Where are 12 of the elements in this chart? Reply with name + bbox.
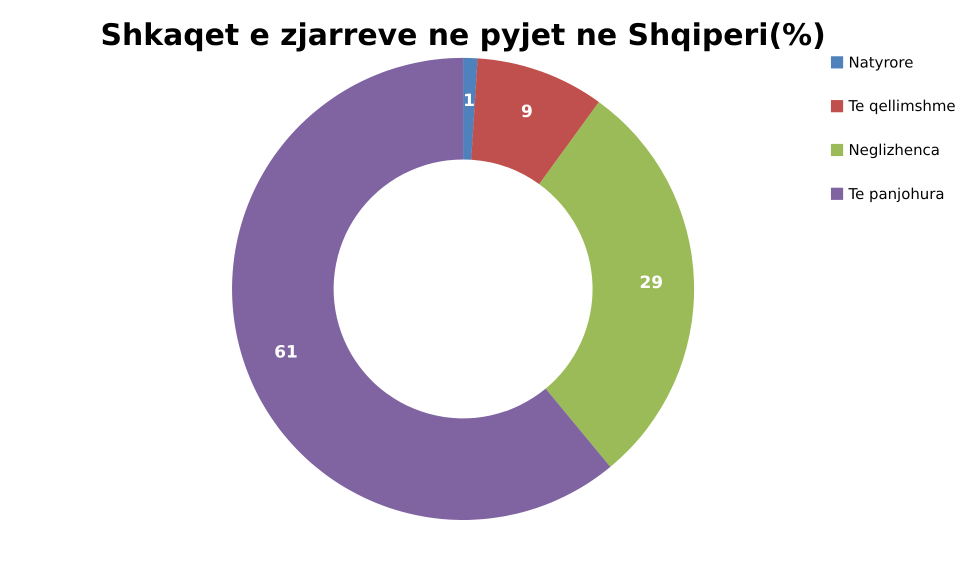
donut-slice (463, 58, 478, 160)
chart-title: Shkaqet e zjarreve ne pyjet ne Shqiperi(%) (100, 18, 826, 53)
legend-label: Te panjohura (847, 184, 945, 203)
data-label: 1 (463, 90, 475, 110)
legend-label: Neglizhenca (848, 140, 940, 159)
donut-slice (539, 102, 694, 467)
data-label: 9 (520, 100, 533, 121)
legend-label: Te qellimshme (847, 97, 956, 116)
data-label: 61 (274, 342, 298, 362)
legend-label: Natyrore (848, 53, 914, 72)
donut-slice (232, 58, 610, 520)
data-label: 29 (639, 272, 663, 292)
